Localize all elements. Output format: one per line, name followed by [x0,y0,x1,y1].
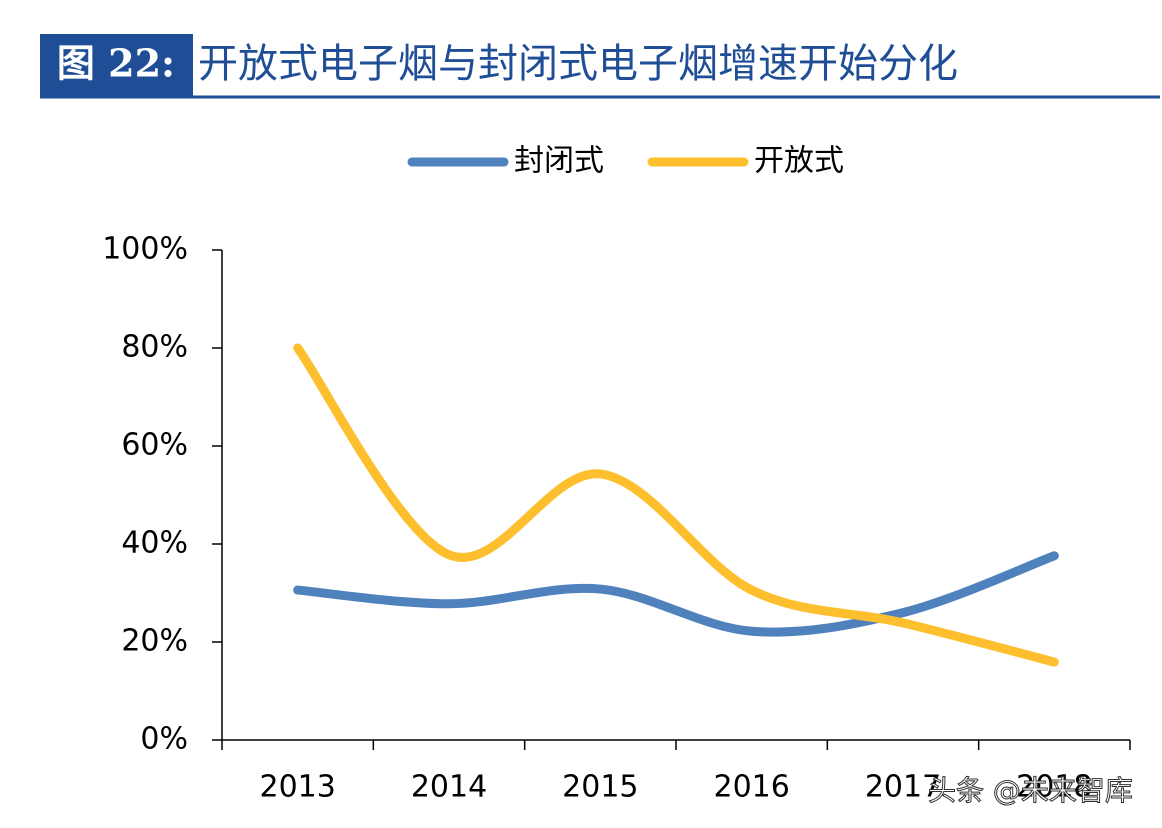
y-tick-label: 0% [140,722,188,757]
figure-label: 图 22: [57,41,175,86]
x-tick-label: 2015 [562,770,638,805]
x-tick-label: 2016 [713,770,789,805]
legend-label: 封闭式 [514,144,604,179]
chart-title: 开放式电子烟与封闭式电子烟增速开始分化 [198,41,958,87]
watermark: 头条 @未来智库 [928,774,1133,807]
y-tick-label: 20% [121,624,188,659]
y-tick-label: 60% [121,428,188,463]
title-badge [40,34,193,97]
x-tick-label: 2017 [865,770,941,805]
x-tick-label: 2018 [1016,770,1092,805]
x-tick-label: 2013 [259,770,335,805]
series-line [293,343,1059,667]
y-tick-label: 40% [121,526,188,561]
y-tick-label: 100% [102,232,188,267]
series-line [293,551,1059,637]
x-tick-label: 2014 [411,770,487,805]
legend-label: 开放式 [754,144,844,179]
y-tick-label: 80% [121,330,188,365]
